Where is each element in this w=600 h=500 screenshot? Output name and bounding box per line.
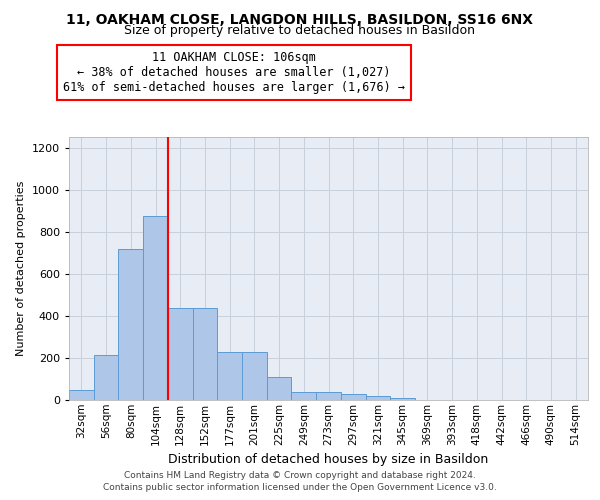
Bar	[267, 378, 292, 400]
Text: Contains HM Land Registry data © Crown copyright and database right 2024.
Contai: Contains HM Land Registry data © Crown c…	[103, 471, 497, 492]
Bar	[365, 396, 390, 400]
Bar	[168, 308, 193, 400]
Bar	[390, 398, 415, 400]
Bar	[242, 352, 267, 400]
X-axis label: Distribution of detached houses by size in Basildon: Distribution of detached houses by size …	[169, 453, 488, 466]
Bar	[341, 394, 365, 400]
Bar	[292, 392, 316, 400]
Bar	[69, 390, 94, 400]
Text: 11, OAKHAM CLOSE, LANGDON HILLS, BASILDON, SS16 6NX: 11, OAKHAM CLOSE, LANGDON HILLS, BASILDO…	[67, 12, 533, 26]
Text: Size of property relative to detached houses in Basildon: Size of property relative to detached ho…	[125, 24, 476, 37]
Bar	[217, 352, 242, 400]
Y-axis label: Number of detached properties: Number of detached properties	[16, 181, 26, 356]
Bar	[143, 216, 168, 400]
Text: 11 OAKHAM CLOSE: 106sqm
← 38% of detached houses are smaller (1,027)
61% of semi: 11 OAKHAM CLOSE: 106sqm ← 38% of detache…	[63, 51, 405, 94]
Bar	[193, 308, 217, 400]
Bar	[118, 249, 143, 400]
Bar	[94, 356, 118, 400]
Bar	[316, 392, 341, 400]
